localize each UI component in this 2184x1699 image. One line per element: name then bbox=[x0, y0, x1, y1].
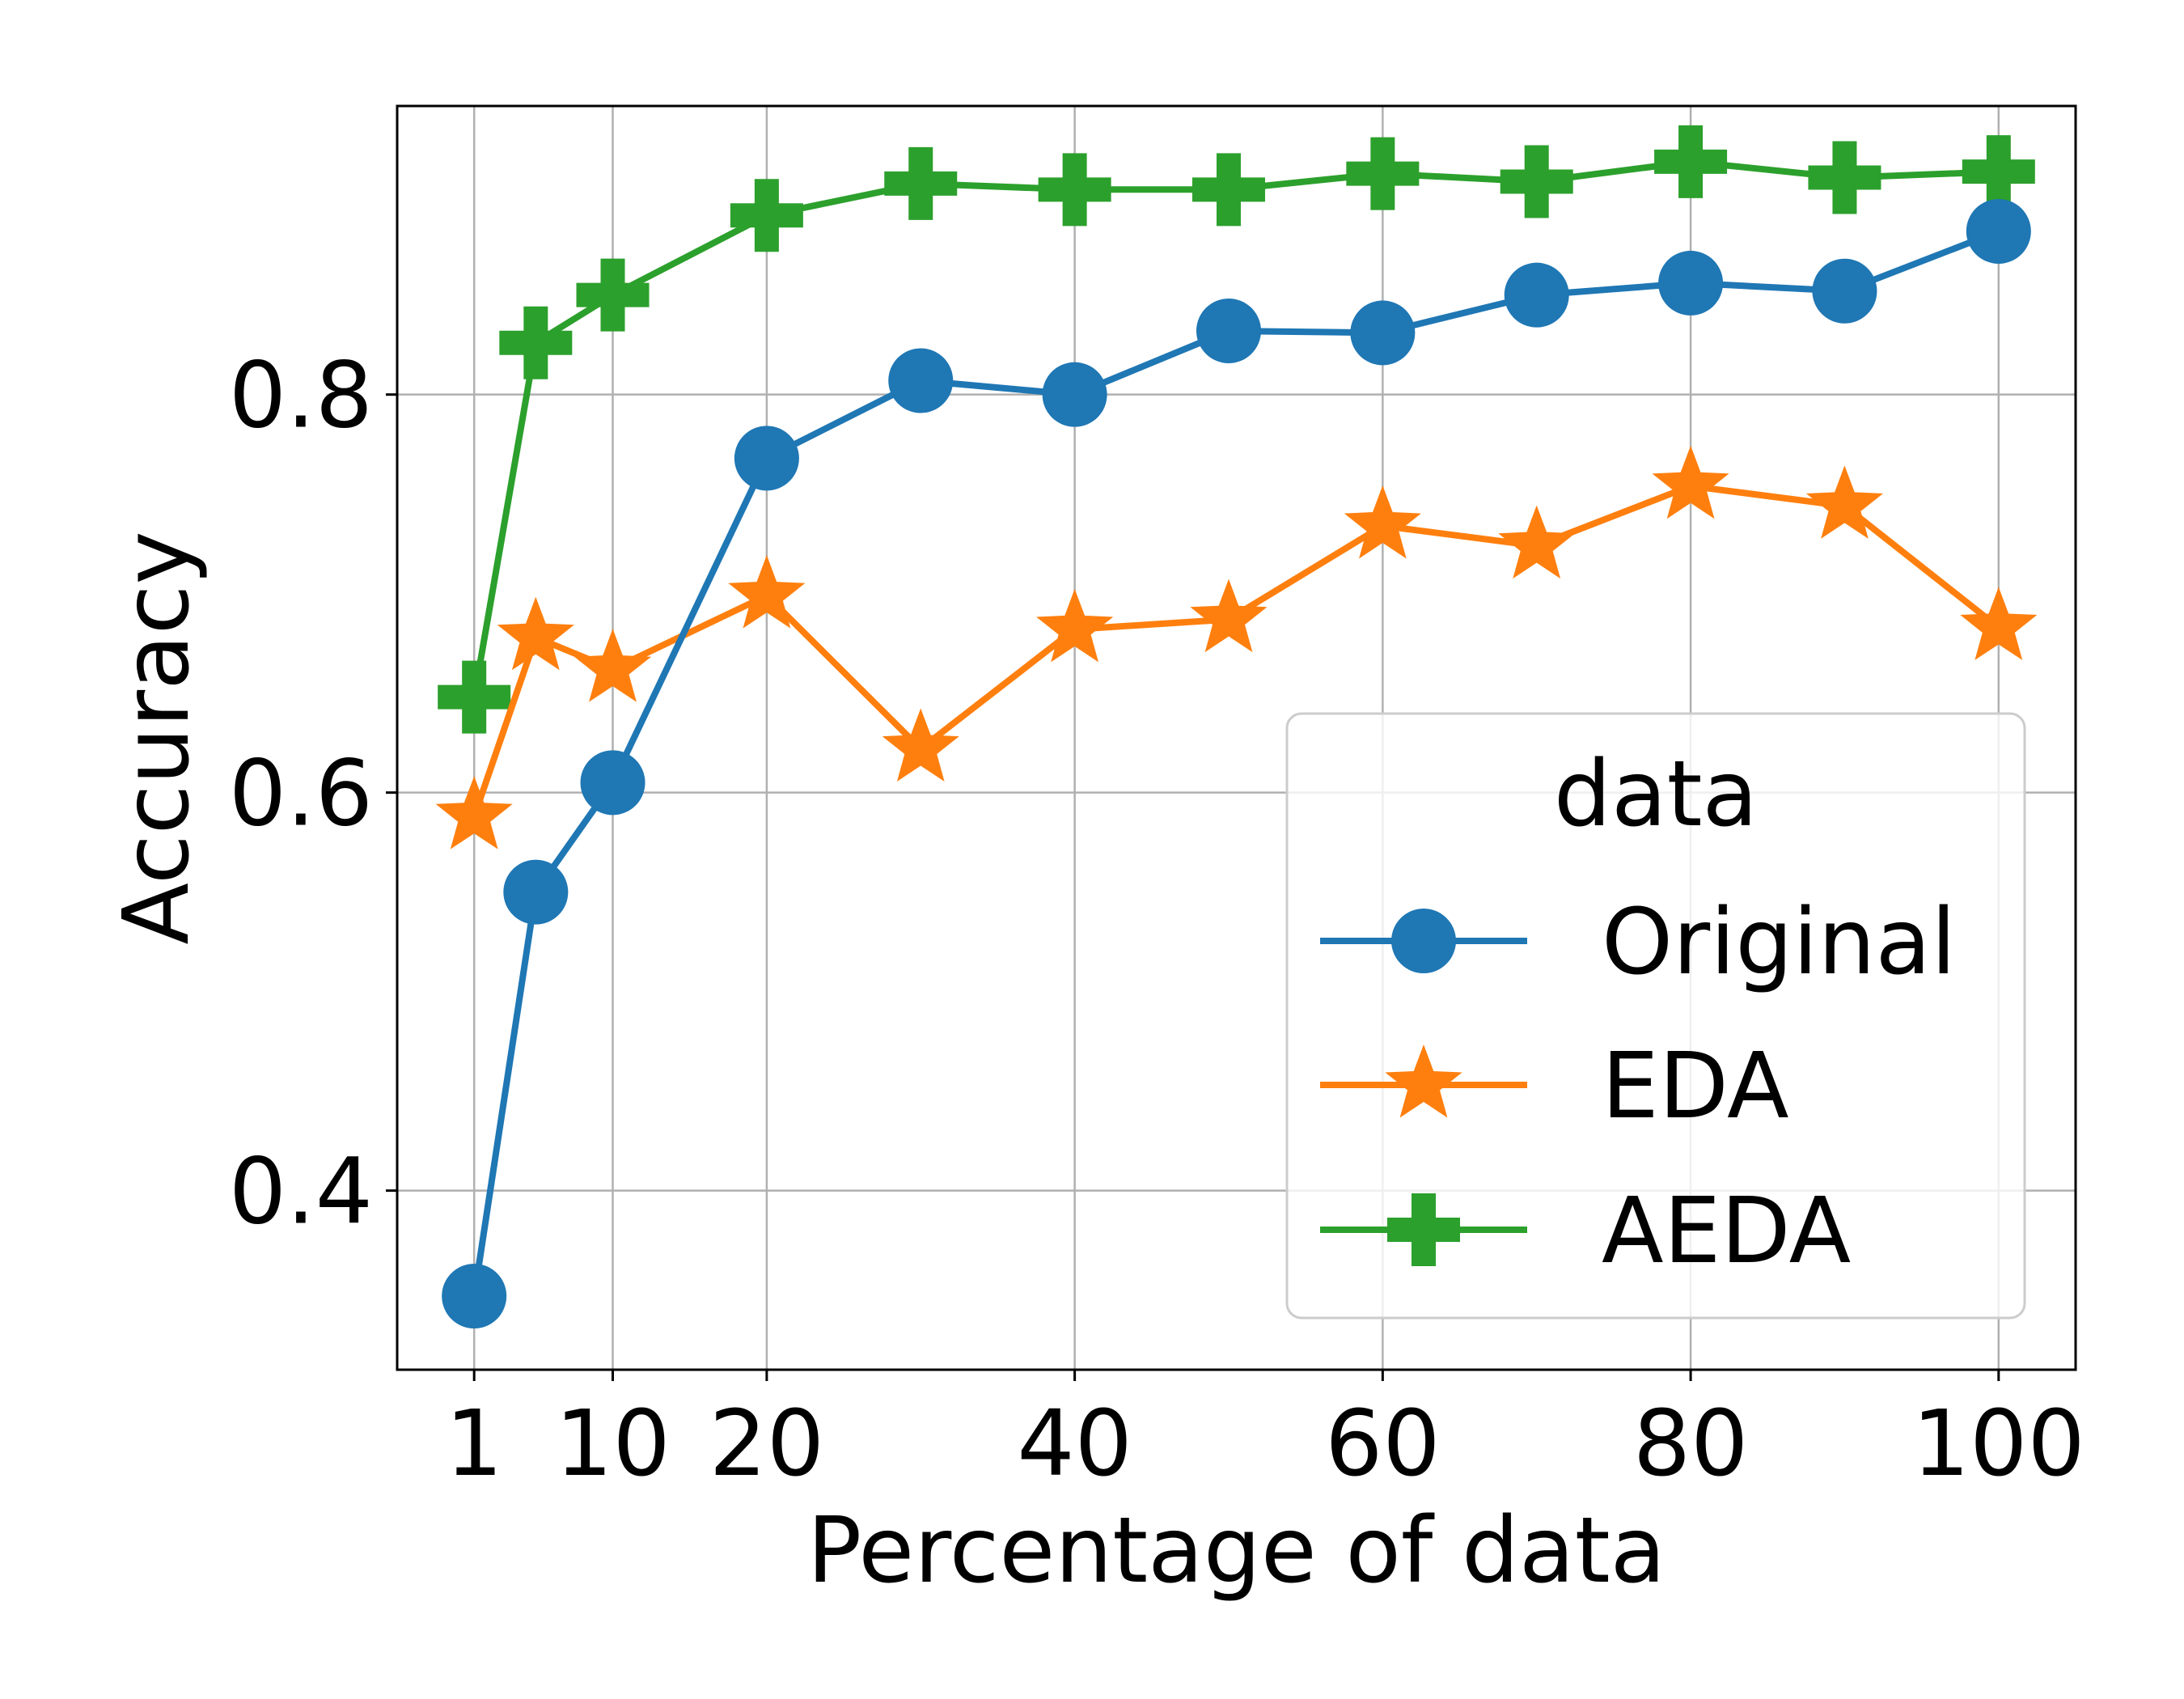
x-tick-label: 80 bbox=[1633, 1392, 1749, 1497]
x-tick-label: 100 bbox=[1912, 1392, 2085, 1497]
data-point-eda bbox=[882, 708, 959, 782]
data-point-eda bbox=[435, 776, 513, 850]
data-point-original bbox=[1966, 198, 2031, 264]
y-axis-title: Accuracy bbox=[104, 531, 210, 944]
legend-entry-aeda: AEDA bbox=[1320, 1179, 1851, 1284]
data-point-original bbox=[1658, 250, 1724, 316]
data-point-aeda bbox=[1500, 145, 1573, 218]
legend-box bbox=[1285, 712, 2026, 1320]
data-point-aeda bbox=[499, 306, 573, 379]
data-point-eda bbox=[574, 629, 652, 702]
tick-layer: 1 10 20 40 60 80 100 0.4 0.6 0.8 bbox=[229, 344, 2085, 1497]
x-tick-label: 20 bbox=[709, 1392, 825, 1497]
legend-entry-eda: EDA bbox=[1320, 1034, 1789, 1139]
data-point-original bbox=[734, 426, 799, 491]
legend-label-eda: EDA bbox=[1602, 1034, 1789, 1139]
x-axis-title: Percentage of data bbox=[807, 1498, 1666, 1604]
data-point-eda bbox=[1344, 485, 1421, 559]
series-aeda bbox=[438, 125, 2035, 734]
data-point-original bbox=[1812, 258, 1877, 324]
data-point-aeda bbox=[438, 660, 511, 734]
data-point-eda bbox=[1960, 587, 2038, 660]
data-point-eda bbox=[1805, 465, 1883, 539]
data-point-aeda bbox=[884, 146, 958, 220]
data-point-original bbox=[888, 348, 954, 413]
data-point-aeda bbox=[1962, 135, 2035, 209]
legend-entry-original: Original bbox=[1320, 890, 1956, 995]
legend-label-aeda: AEDA bbox=[1602, 1179, 1851, 1284]
data-point-aeda bbox=[576, 258, 650, 332]
data-point-eda bbox=[1652, 445, 1729, 519]
data-point-aeda bbox=[1346, 137, 1420, 210]
x-tick-label: 1 bbox=[446, 1392, 503, 1497]
data-point-eda bbox=[1190, 578, 1268, 653]
legend-title: data bbox=[1554, 742, 1758, 847]
data-point-aeda bbox=[1808, 141, 1881, 214]
legend-marker-eda bbox=[1385, 1044, 1462, 1118]
series-eda bbox=[435, 445, 2038, 850]
data-point-aeda bbox=[1654, 125, 1728, 198]
data-point-eda bbox=[1498, 505, 1576, 579]
plot-frame bbox=[396, 104, 2077, 1371]
x-tick-label: 10 bbox=[555, 1392, 671, 1497]
data-point-eda bbox=[728, 555, 806, 629]
data-point-original bbox=[503, 859, 569, 925]
data-point-original bbox=[442, 1263, 507, 1328]
y-tick-label: 0.4 bbox=[229, 1140, 373, 1245]
data-point-original bbox=[1350, 300, 1416, 366]
y-tick-label: 0.8 bbox=[229, 344, 373, 449]
x-tick-label: 60 bbox=[1325, 1392, 1441, 1497]
data-point-eda bbox=[497, 596, 574, 671]
legend-marker-original bbox=[1391, 909, 1456, 973]
y-tick-label: 0.6 bbox=[229, 742, 373, 847]
data-point-aeda bbox=[1038, 153, 1111, 227]
data-point-original bbox=[1504, 262, 1569, 328]
data-point-original bbox=[1196, 298, 1261, 363]
x-tick-label: 40 bbox=[1017, 1392, 1132, 1497]
series-original bbox=[442, 198, 2031, 1328]
data-point-eda bbox=[1036, 588, 1114, 663]
data-point-aeda bbox=[730, 179, 803, 252]
data-point-original bbox=[1042, 362, 1107, 427]
legend-marker-aeda bbox=[1387, 1193, 1460, 1266]
legend-entries: Original EDA AEDA bbox=[1320, 890, 1956, 1284]
data-point-original bbox=[580, 750, 645, 816]
legend-label-original: Original bbox=[1602, 890, 1956, 995]
data-point-aeda bbox=[1191, 153, 1265, 227]
legend: data Original EDA AEDA bbox=[1285, 712, 2026, 1320]
series-layer bbox=[435, 125, 2038, 1328]
